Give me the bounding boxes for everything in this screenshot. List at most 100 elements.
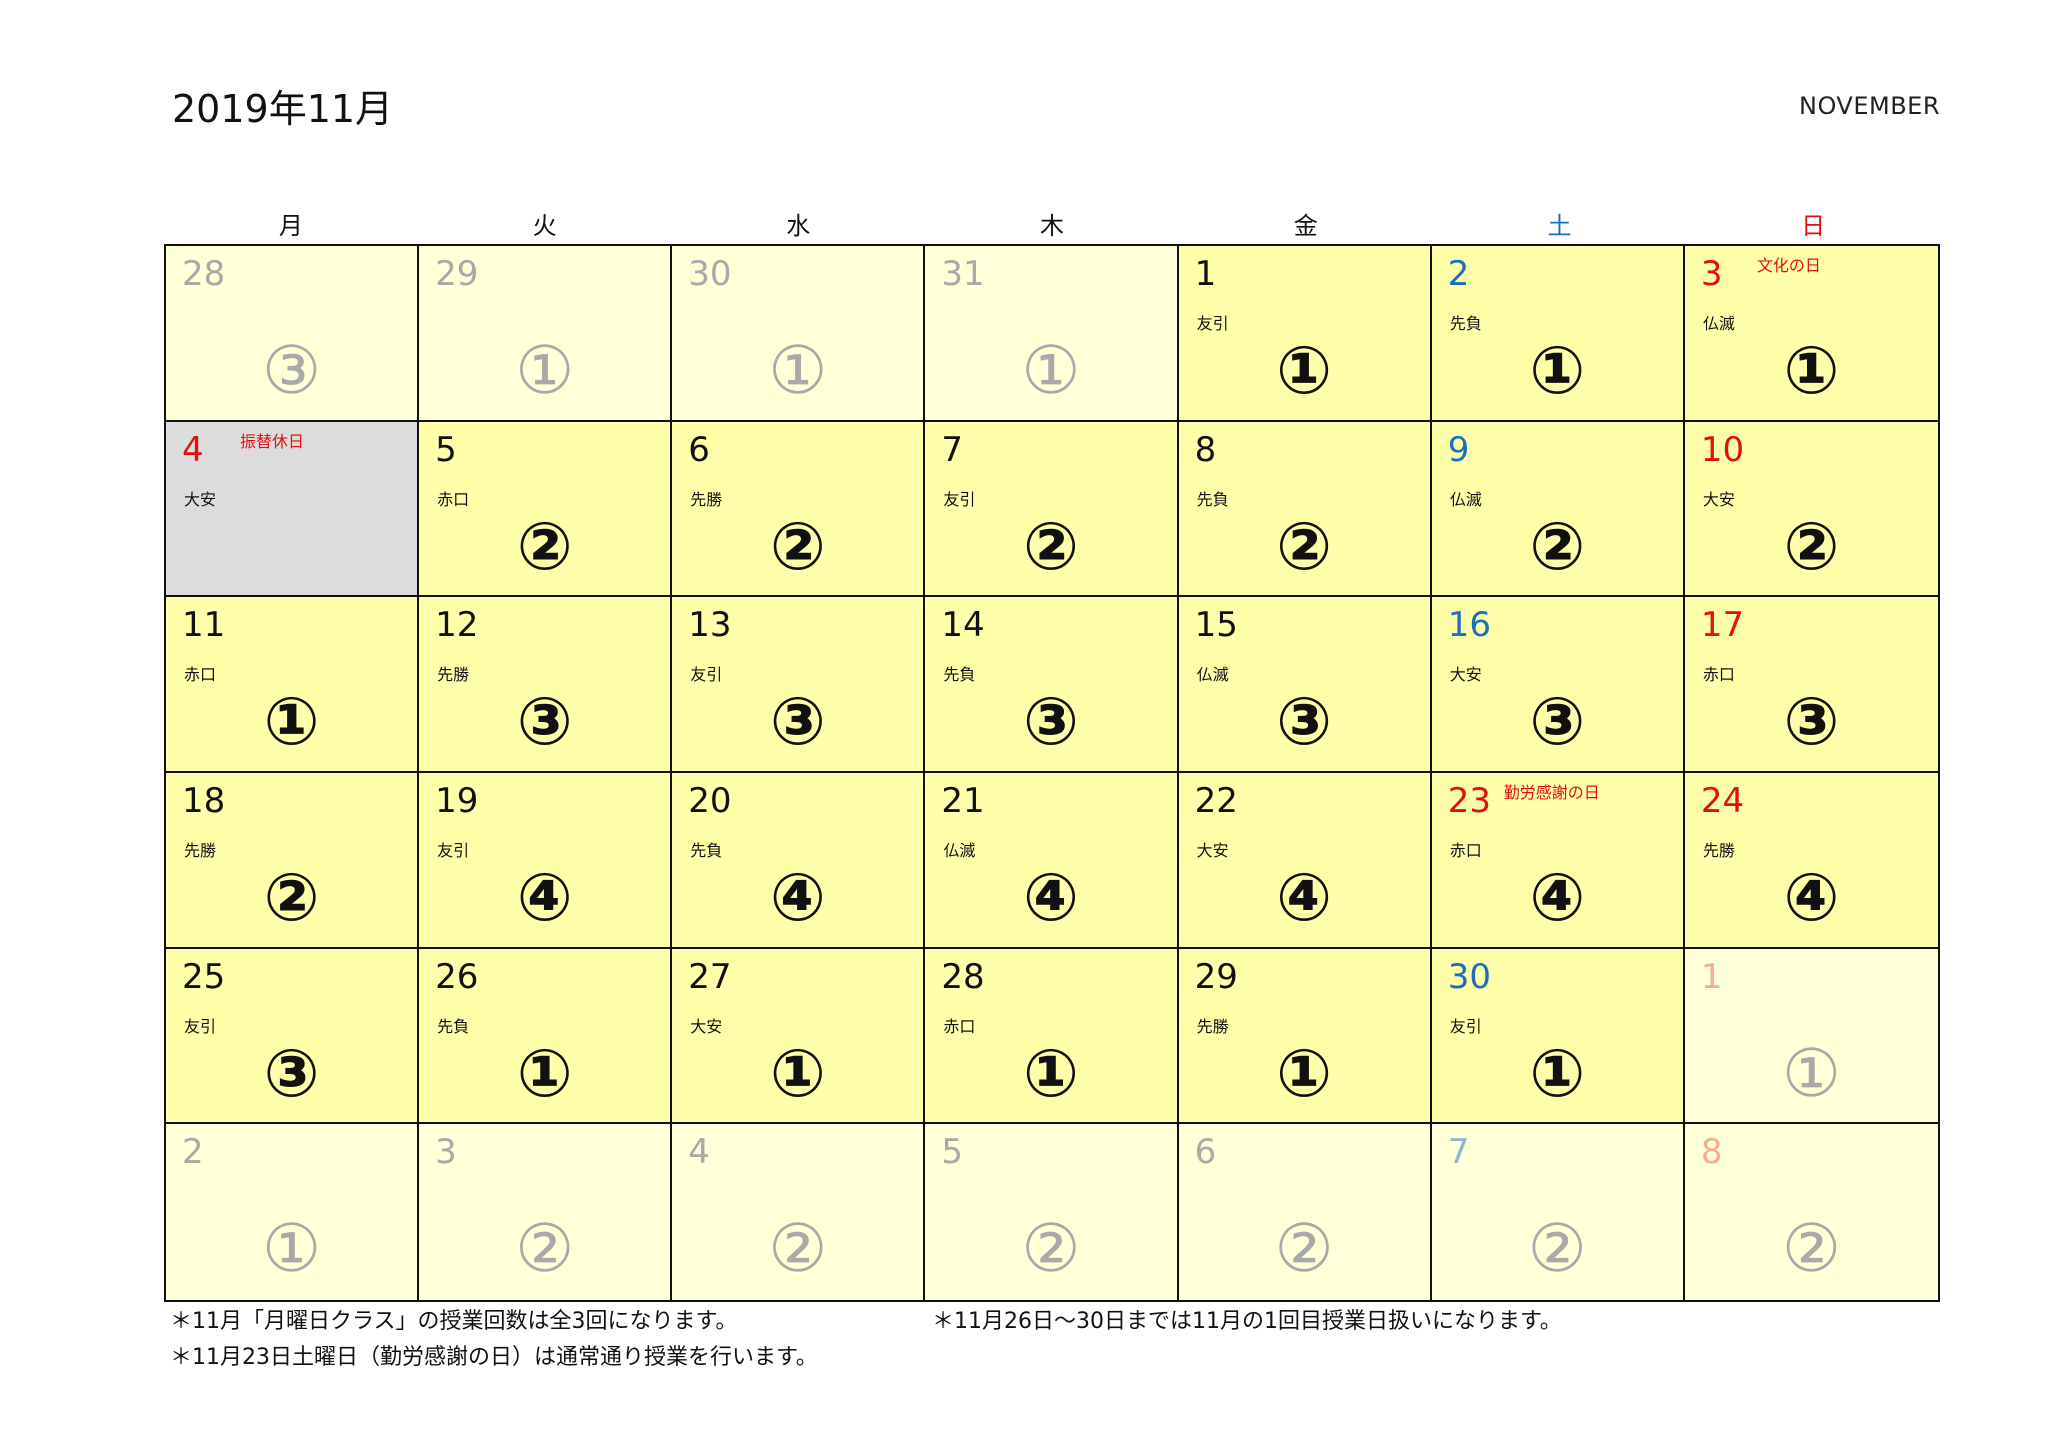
calendar-day-cell: 8 先負 ② (1178, 421, 1432, 598)
calendar-day-cell: 21 仏滅 ④ (925, 773, 1179, 949)
class-session-number: ④ (1783, 859, 1840, 936)
calendar-day-cell: 10 大安 ② (1684, 421, 1938, 598)
rokuyo-label: 仏滅 (943, 841, 976, 860)
calendar-day-cell: 24 先勝 ④ (1684, 773, 1938, 949)
notes-left: ＊11月「月曜日クラス」の授業回数は全3回になります。 ＊11月23日土曜日（勤… (170, 1304, 818, 1376)
rokuyo-label: 仏滅 (1702, 314, 1735, 333)
day-number: 6 (688, 429, 710, 470)
rokuyo-label: 先負 (1449, 314, 1482, 333)
calendar-day-cell: 28 赤口 ① (925, 948, 1179, 1125)
day-number: 19 (435, 781, 479, 821)
class-session-number: ① (1529, 332, 1586, 409)
notes-right: ＊11月26日～30日までは11月の1回目授業日扱いになります。 (932, 1304, 1562, 1340)
calendar-day-cell: 7 友引 ② (925, 421, 1179, 598)
day-number: 29 (435, 254, 479, 294)
class-session-number: ① (1781, 1034, 1841, 1112)
day-number: 28 (941, 956, 985, 997)
class-session-number: ② (1527, 1210, 1587, 1288)
day-number: 16 (1447, 605, 1491, 646)
calendar-day-cell: 30 友引 ① (1431, 948, 1685, 1125)
class-session-number: ① (1783, 332, 1840, 409)
day-number: 8 (1194, 429, 1217, 470)
weekday-wed: 水 (786, 212, 811, 240)
day-number: 5 (941, 1132, 964, 1173)
class-session-number: ③ (1783, 683, 1840, 761)
weekday-sat: 土 (1547, 212, 1572, 240)
class-session-number: ④ (516, 859, 573, 936)
class-session-number: ② (1276, 507, 1333, 585)
class-session-number: ① (515, 332, 575, 409)
day-number: 3 (435, 1132, 457, 1173)
rokuyo-label: 友引 (690, 665, 723, 685)
day-number: 7 (1447, 1132, 1470, 1173)
day-number: 28 (182, 254, 226, 294)
day-number: 5 (435, 429, 457, 470)
rokuyo-label: 友引 (1196, 314, 1229, 333)
rokuyo-label: 大安 (1196, 841, 1229, 860)
class-session-number: ② (515, 1210, 575, 1288)
rokuyo-label: 友引 (184, 1016, 217, 1036)
calendar-day-cell: 22 大安 ④ (1178, 773, 1432, 949)
calendar-day-cell: 18 先勝 ② (166, 773, 420, 949)
day-number: 1 (1700, 956, 1723, 997)
day-number: 4 (182, 429, 204, 470)
month-english-label: NOVEMBER (1798, 92, 1940, 120)
day-number: 6 (1194, 1132, 1217, 1173)
calendar-day-cell: 30 ① (672, 246, 926, 422)
class-session-number: ③ (516, 683, 573, 761)
class-session-number: ② (769, 507, 826, 585)
class-session-number: ② (768, 1210, 828, 1288)
calendar-day-cell: 16 大安 ③ (1431, 597, 1685, 773)
calendar-day-cell: 2 先負 ① (1431, 246, 1685, 422)
day-number: 8 (1700, 1132, 1723, 1173)
class-session-number: ② (1274, 1210, 1334, 1288)
rokuyo-label: 友引 (943, 489, 976, 509)
day-number: 22 (1194, 781, 1238, 821)
class-session-number: ① (1529, 1034, 1586, 1112)
rokuyo-label: 先勝 (1702, 841, 1735, 860)
day-number: 2 (182, 1132, 204, 1173)
class-session-number: ④ (1023, 859, 1079, 936)
rokuyo-label: 先勝 (690, 489, 723, 509)
class-session-number: ③ (263, 1034, 320, 1112)
day-number: 3 (1700, 254, 1723, 294)
class-session-number: ④ (1529, 859, 1586, 936)
rokuyo-label: 赤口 (1702, 665, 1735, 685)
calendar-day-cell: 6 先勝 ② (672, 421, 926, 598)
weekday-sun: 日 (1801, 212, 1826, 240)
calendar-day-cell: 28 ③ (166, 246, 420, 422)
rokuyo-label: 大安 (1449, 665, 1482, 685)
calendar-day-cell: 4 振替休日 大安 (166, 421, 420, 598)
note-first-class-period: ＊11月26日～30日までは11月の1回目授業日扱いになります。 (932, 1309, 1562, 1334)
rokuyo-label: 大安 (690, 1016, 723, 1036)
calendar-day-cell: 29 先勝 ① (1178, 948, 1432, 1125)
class-session-number: ① (261, 1210, 322, 1288)
day-number: 10 (1700, 429, 1745, 470)
calendar-day-cell: 31 ① (925, 246, 1179, 422)
calendar-day-cell: 17 赤口 ③ (1684, 597, 1938, 773)
day-number: 30 (688, 254, 732, 294)
rokuyo-label: 先負 (943, 665, 976, 685)
day-number: 27 (688, 956, 732, 997)
holiday-label: 文化の日 (1756, 256, 1821, 275)
weekday-thu: 木 (1040, 212, 1065, 240)
day-number: 29 (1194, 956, 1238, 997)
calendar-day-cell: 9 仏滅 ② (1431, 421, 1685, 598)
calendar-day-cell: 12 先勝 ③ (419, 597, 673, 773)
class-session-number: ③ (261, 332, 322, 409)
class-session-number: ① (263, 683, 320, 761)
class-session-number: ② (1023, 507, 1079, 585)
rokuyo-label: 先勝 (184, 841, 217, 860)
holiday-label: 振替休日 (240, 431, 305, 451)
day-number: 21 (941, 781, 985, 821)
class-session-number: ④ (1276, 859, 1333, 936)
rokuyo-label: 赤口 (943, 1016, 976, 1036)
class-session-number: ① (1276, 1034, 1333, 1112)
weekday-fri: 金 (1293, 212, 1318, 240)
day-number: 2 (1447, 254, 1470, 294)
weekday-tue: 火 (532, 212, 557, 240)
